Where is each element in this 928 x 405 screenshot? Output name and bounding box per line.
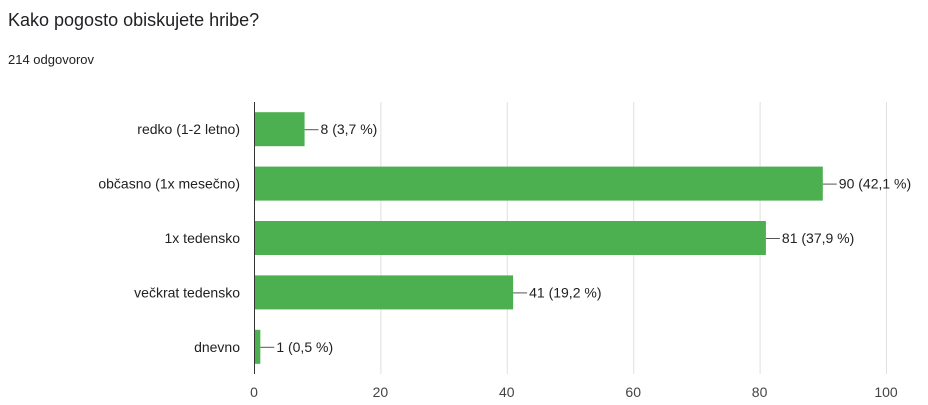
data-label-3: 41 (19,2 %) [529,284,601,300]
bar-4 [254,329,261,364]
bar-1 [254,166,823,201]
x-tick-label-40: 40 [499,384,515,400]
x-tick-label-60: 60 [625,384,641,400]
response-count: 214 odgovorov [8,52,95,67]
bar-2 [254,221,766,255]
category-label-4: dnevno [194,339,240,355]
x-tick-label-0: 0 [250,384,258,400]
x-tick-label-80: 80 [752,384,768,400]
x-tick-label-20: 20 [373,384,389,400]
category-label-0: redko (1-2 letno) [137,121,240,137]
category-label-3: večkrat tedensko [134,284,240,300]
bar-0 [254,112,305,147]
bar-3 [254,275,514,310]
data-label-2: 81 (37,9 %) [782,230,854,246]
question-title: Kako pogosto obiskujete hribe? [8,10,260,30]
category-label-1: občasno (1x mesečno) [98,176,240,192]
data-label-1: 90 (42,1 %) [839,176,911,192]
category-label-2: 1x tedensko [165,230,241,246]
x-tick-label-100: 100 [874,384,898,400]
data-label-0: 8 (3,7 %) [321,121,378,137]
data-label-4: 1 (0,5 %) [276,339,333,355]
